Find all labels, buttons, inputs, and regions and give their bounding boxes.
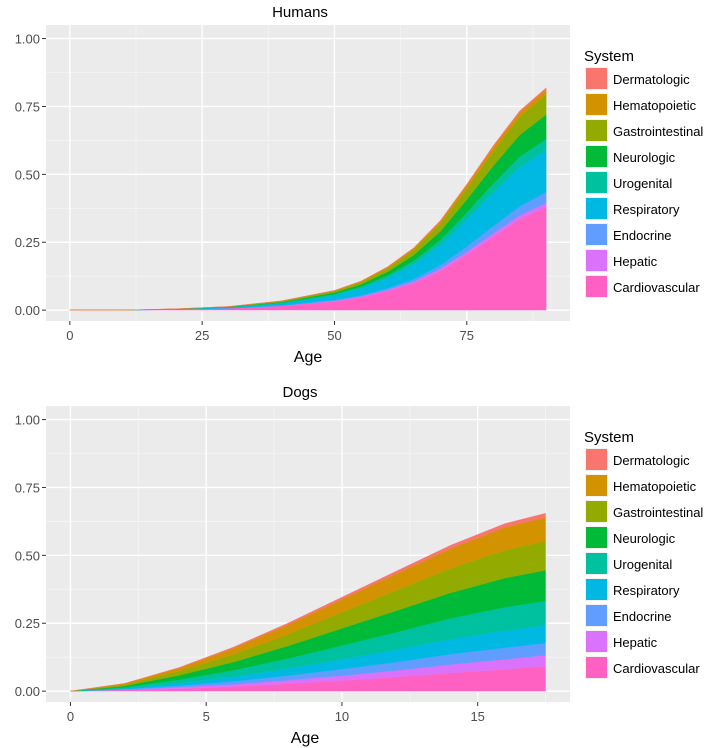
dogs-x-tick-label: 5 [203,709,210,724]
humans-legend-label-endocrine: Endocrine [613,228,672,243]
humans-x-tick-label: 50 [327,328,341,343]
humans-x-axis-label: Age [294,349,323,366]
dogs-legend-label-endocrine: Endocrine [613,609,672,624]
dogs-legend-swatch-endocrine [586,605,607,626]
dogs-legend: System Dermatologic Hematopoietic Gastroin… [584,429,703,679]
dogs-legend-label-hematopoietic: Hematopoietic [613,479,697,494]
humans-legend-swatch-urogenital [586,172,607,193]
dogs-area-dermatologic [70,513,546,692]
dogs-panel: Dogs 0.00 0.25 0.50 0.75 1.00 0 5 10 15 Age Sys… [15,384,704,747]
humans-y-tick-label: 0.00 [15,303,40,318]
humans-legend-swatch-hematopoietic [586,94,607,115]
humans-y-axis: 0.00 0.25 0.50 0.75 1.00 [15,32,46,318]
dogs-legend-label-respiratory: Respiratory [613,583,680,598]
humans-legend-label-cardiovascular: Cardiovascular [613,280,700,295]
dogs-legend-label-urogenital: Urogenital [613,557,672,572]
humans-panel: Humans 0.000.250.500.751.00 0 25 50 75 Age … [15,4,704,366]
dogs-y-tick-label: 0.25 [15,616,40,631]
humans-y-tick-label: 0.25 [15,235,40,250]
humans-legend-label-hematopoietic: Hematopoietic [613,98,697,113]
dogs-legend-swatch-respiratory [586,579,607,600]
dogs-legend-label-gastrointestinal: Gastrointestinal [613,505,703,520]
humans-y-tick-label: 1.00 [15,32,40,47]
dogs-legend-label-dermatologic: Dermatologic [613,453,690,468]
humans-area-dermatologic [69,87,547,311]
humans-legend-label-neurologic: Neurologic [613,150,676,165]
dogs-legend-swatch-neurologic [586,527,607,548]
dogs-legend-title: System [584,429,634,446]
dogs-legend-swatch-dermatologic [586,449,607,470]
humans-legend-swatch-dermatologic [586,68,607,89]
dogs-legend-label-neurologic: Neurologic [613,531,676,546]
humans-legend-swatch-cardiovascular [586,276,607,297]
dogs-legend-swatch-hepatic [586,631,607,652]
humans-x-tick-label: 75 [460,328,474,343]
humans-legend-label-dermatologic: Dermatologic [613,72,690,87]
dogs-y-tick-label: 0.75 [15,480,40,495]
dogs-y-tick-label: 0.00 [15,684,40,699]
humans-legend-swatch-hepatic [586,250,607,271]
dogs-y-tick-label: 0.50 [15,548,40,563]
humans-x-axis: 0 25 50 75 [66,321,474,343]
dogs-legend-label-hepatic: Hepatic [613,635,658,650]
humans-y-tick-label: 0.75 [15,99,40,114]
dogs-x-tick-label: 10 [335,709,349,724]
dogs-y-tick-label: 1.00 [15,413,40,428]
humans-y-tick-label: 0.50 [15,167,40,182]
dogs-legend-swatch-hematopoietic [586,475,607,496]
humans-stacked-areas [69,87,547,311]
humans-legend-swatch-neurologic [586,146,607,167]
humans-legend-label-gastrointestinal: Gastrointestinal [613,124,703,139]
humans-legend-label-respiratory: Respiratory [613,202,680,217]
humans-legend-title: System [584,48,634,65]
dogs-legend-swatch-gastrointestinal [586,501,607,522]
dogs-y-axis: 0.00 0.25 0.50 0.75 1.00 [15,413,46,699]
humans-x-tick-label: 25 [195,328,209,343]
humans-legend-label-urogenital: Urogenital [613,176,672,191]
dogs-x-axis: 0 5 10 15 [67,702,485,724]
dogs-legend-swatch-urogenital [586,553,607,574]
humans-legend-label-hepatic: Hepatic [613,254,658,269]
humans-legend: System Dermatologic Hematopoietic Gastroin… [584,48,703,298]
dogs-stacked-areas [70,513,546,692]
dogs-legend-label-cardiovascular: Cardiovascular [613,661,700,676]
humans-legend-swatch-respiratory [586,198,607,219]
dogs-title: Dogs [282,384,317,401]
dogs-legend-swatch-cardiovascular [586,657,607,678]
humans-title: Humans [272,4,328,21]
humans-legend-swatch-endocrine [586,224,607,245]
dogs-x-tick-label: 15 [470,709,484,724]
dogs-x-tick-label: 0 [67,709,74,724]
humans-x-tick-label: 0 [66,328,73,343]
dogs-x-axis-label: Age [291,730,320,747]
humans-legend-swatch-gastrointestinal [586,120,607,141]
